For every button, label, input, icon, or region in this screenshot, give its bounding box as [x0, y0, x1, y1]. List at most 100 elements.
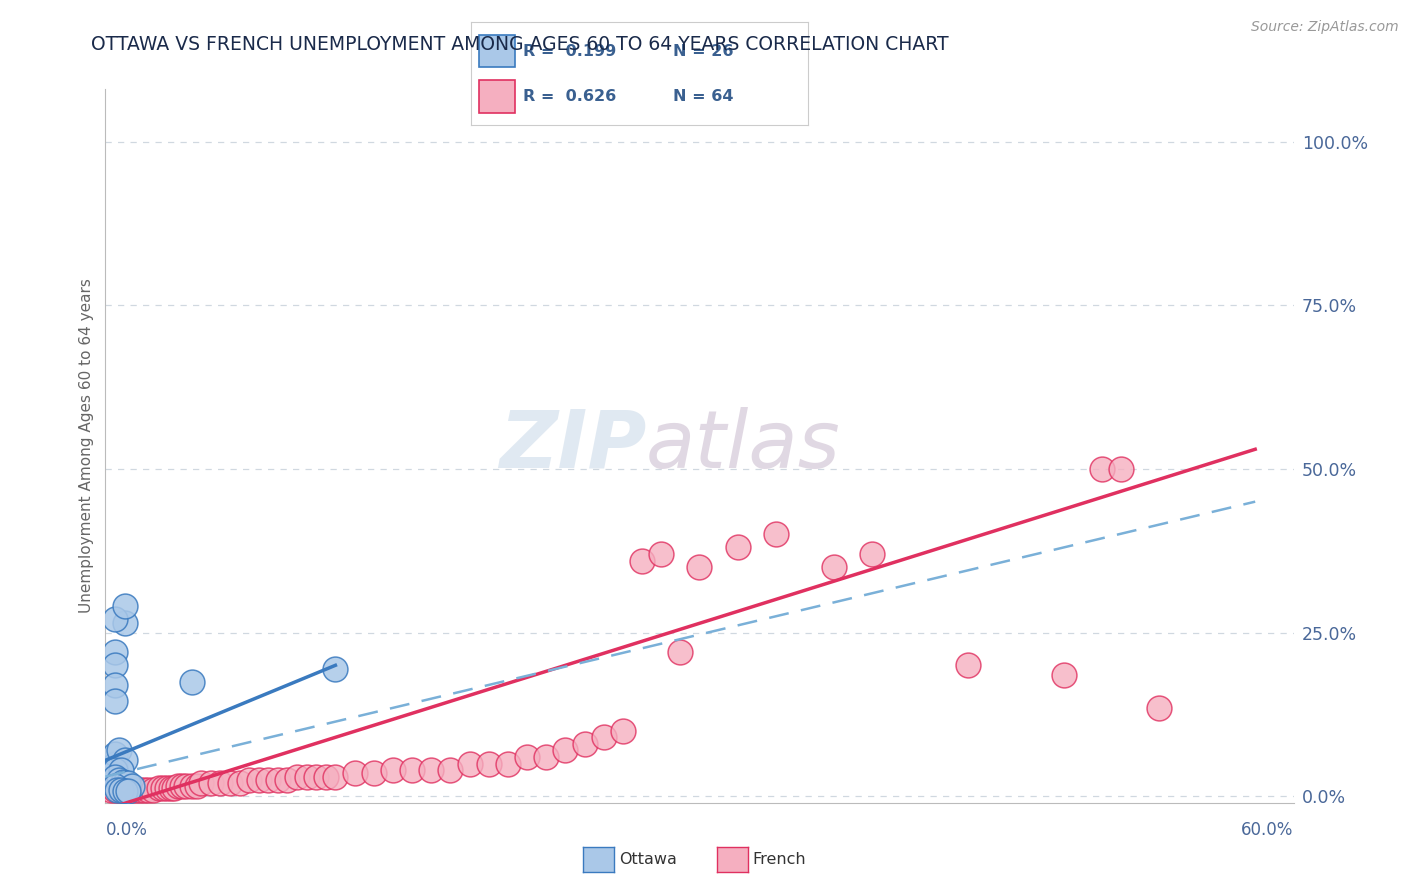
- Point: [257, 772, 280, 787]
- Y-axis label: Unemployment Among Ages 60 to 64 years: Unemployment Among Ages 60 to 64 years: [79, 278, 94, 614]
- Point: [167, 780, 190, 794]
- Text: atlas: atlas: [645, 407, 841, 485]
- Point: [104, 782, 127, 797]
- Point: [108, 772, 131, 787]
- Point: [219, 776, 242, 790]
- Point: [458, 756, 481, 771]
- Point: [114, 753, 136, 767]
- Point: [1091, 462, 1114, 476]
- Point: [190, 776, 212, 790]
- Point: [114, 615, 136, 630]
- Text: ZIP: ZIP: [499, 407, 645, 485]
- Text: R =  0.199: R = 0.199: [523, 44, 617, 59]
- Text: N = 26: N = 26: [673, 44, 734, 59]
- Point: [228, 776, 250, 790]
- Text: N = 64: N = 64: [673, 88, 734, 103]
- Point: [108, 743, 131, 757]
- Point: [110, 763, 132, 777]
- Point: [247, 772, 270, 787]
- Point: [114, 599, 136, 614]
- Point: [129, 782, 152, 797]
- Point: [276, 772, 298, 787]
- Point: [148, 781, 170, 796]
- Point: [285, 770, 308, 784]
- Point: [325, 770, 347, 784]
- Point: [823, 560, 845, 574]
- Point: [267, 772, 290, 787]
- Point: [104, 763, 127, 777]
- Point: [631, 553, 654, 567]
- Point: [159, 781, 181, 796]
- Point: [117, 782, 139, 797]
- Point: [765, 527, 787, 541]
- Point: [136, 782, 159, 797]
- Point: [104, 770, 127, 784]
- Text: 60.0%: 60.0%: [1241, 821, 1294, 838]
- Point: [121, 782, 143, 797]
- Point: [1109, 462, 1132, 476]
- Text: French: French: [752, 853, 806, 867]
- Point: [574, 737, 596, 751]
- Point: [669, 645, 692, 659]
- Point: [238, 772, 260, 787]
- Point: [592, 731, 614, 745]
- Text: 0.0%: 0.0%: [105, 821, 148, 838]
- Point: [104, 678, 127, 692]
- Bar: [479, 35, 515, 68]
- Point: [381, 763, 404, 777]
- Point: [163, 781, 186, 796]
- Point: [612, 723, 634, 738]
- Point: [186, 780, 208, 794]
- Point: [420, 763, 443, 777]
- Point: [110, 782, 132, 797]
- Point: [956, 658, 979, 673]
- Point: [114, 784, 136, 798]
- Point: [111, 775, 134, 789]
- Point: [363, 766, 385, 780]
- Point: [108, 782, 131, 797]
- Text: R =  0.626: R = 0.626: [523, 88, 617, 103]
- Point: [315, 770, 337, 784]
- Point: [401, 763, 423, 777]
- Point: [534, 750, 557, 764]
- Point: [114, 776, 136, 790]
- Point: [325, 662, 347, 676]
- Point: [104, 747, 127, 761]
- Point: [689, 560, 711, 574]
- Point: [121, 780, 143, 794]
- Text: Source: ZipAtlas.com: Source: ZipAtlas.com: [1251, 20, 1399, 34]
- Point: [478, 756, 501, 771]
- Point: [209, 776, 232, 790]
- Point: [180, 780, 202, 794]
- Point: [496, 756, 519, 771]
- Point: [1149, 701, 1171, 715]
- Point: [295, 770, 318, 784]
- Point: [104, 756, 127, 771]
- Point: [104, 780, 127, 794]
- Point: [104, 658, 127, 673]
- Point: [439, 763, 461, 777]
- Point: [650, 547, 672, 561]
- Point: [132, 782, 155, 797]
- Bar: [479, 79, 515, 112]
- Point: [100, 782, 122, 797]
- Point: [516, 750, 538, 764]
- Point: [142, 782, 165, 797]
- Point: [105, 782, 128, 797]
- Point: [104, 645, 127, 659]
- Point: [104, 612, 127, 626]
- Point: [104, 694, 127, 708]
- Text: Ottawa: Ottawa: [619, 853, 676, 867]
- Point: [111, 782, 134, 797]
- Point: [200, 776, 222, 790]
- Point: [156, 781, 179, 796]
- Point: [172, 780, 194, 794]
- Point: [554, 743, 576, 757]
- Text: OTTAWA VS FRENCH UNEMPLOYMENT AMONG AGES 60 TO 64 YEARS CORRELATION CHART: OTTAWA VS FRENCH UNEMPLOYMENT AMONG AGES…: [91, 35, 949, 54]
- Point: [125, 782, 148, 797]
- Point: [180, 674, 202, 689]
- Point: [117, 784, 139, 798]
- Point: [343, 766, 366, 780]
- Point: [727, 541, 749, 555]
- Point: [1052, 668, 1074, 682]
